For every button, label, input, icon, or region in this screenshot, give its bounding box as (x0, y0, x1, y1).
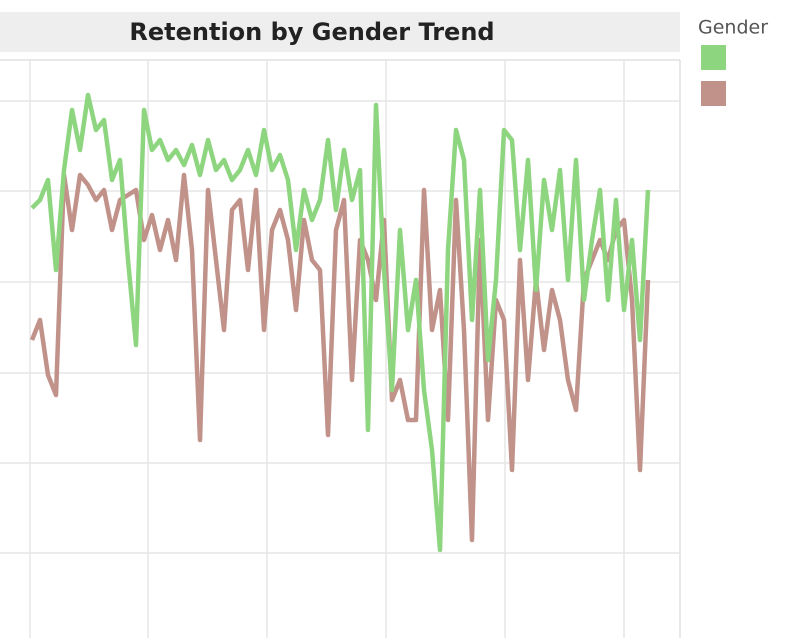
legend (701, 45, 726, 106)
legend-swatch (701, 45, 726, 70)
series-line (30, 92, 651, 553)
legend-title: Gender (698, 17, 768, 39)
chart-title: Retention by Gender Trend (129, 18, 494, 46)
plot (0, 60, 680, 638)
legend-swatch (701, 81, 726, 106)
series-line (29, 172, 651, 543)
title-bar (0, 12, 680, 52)
